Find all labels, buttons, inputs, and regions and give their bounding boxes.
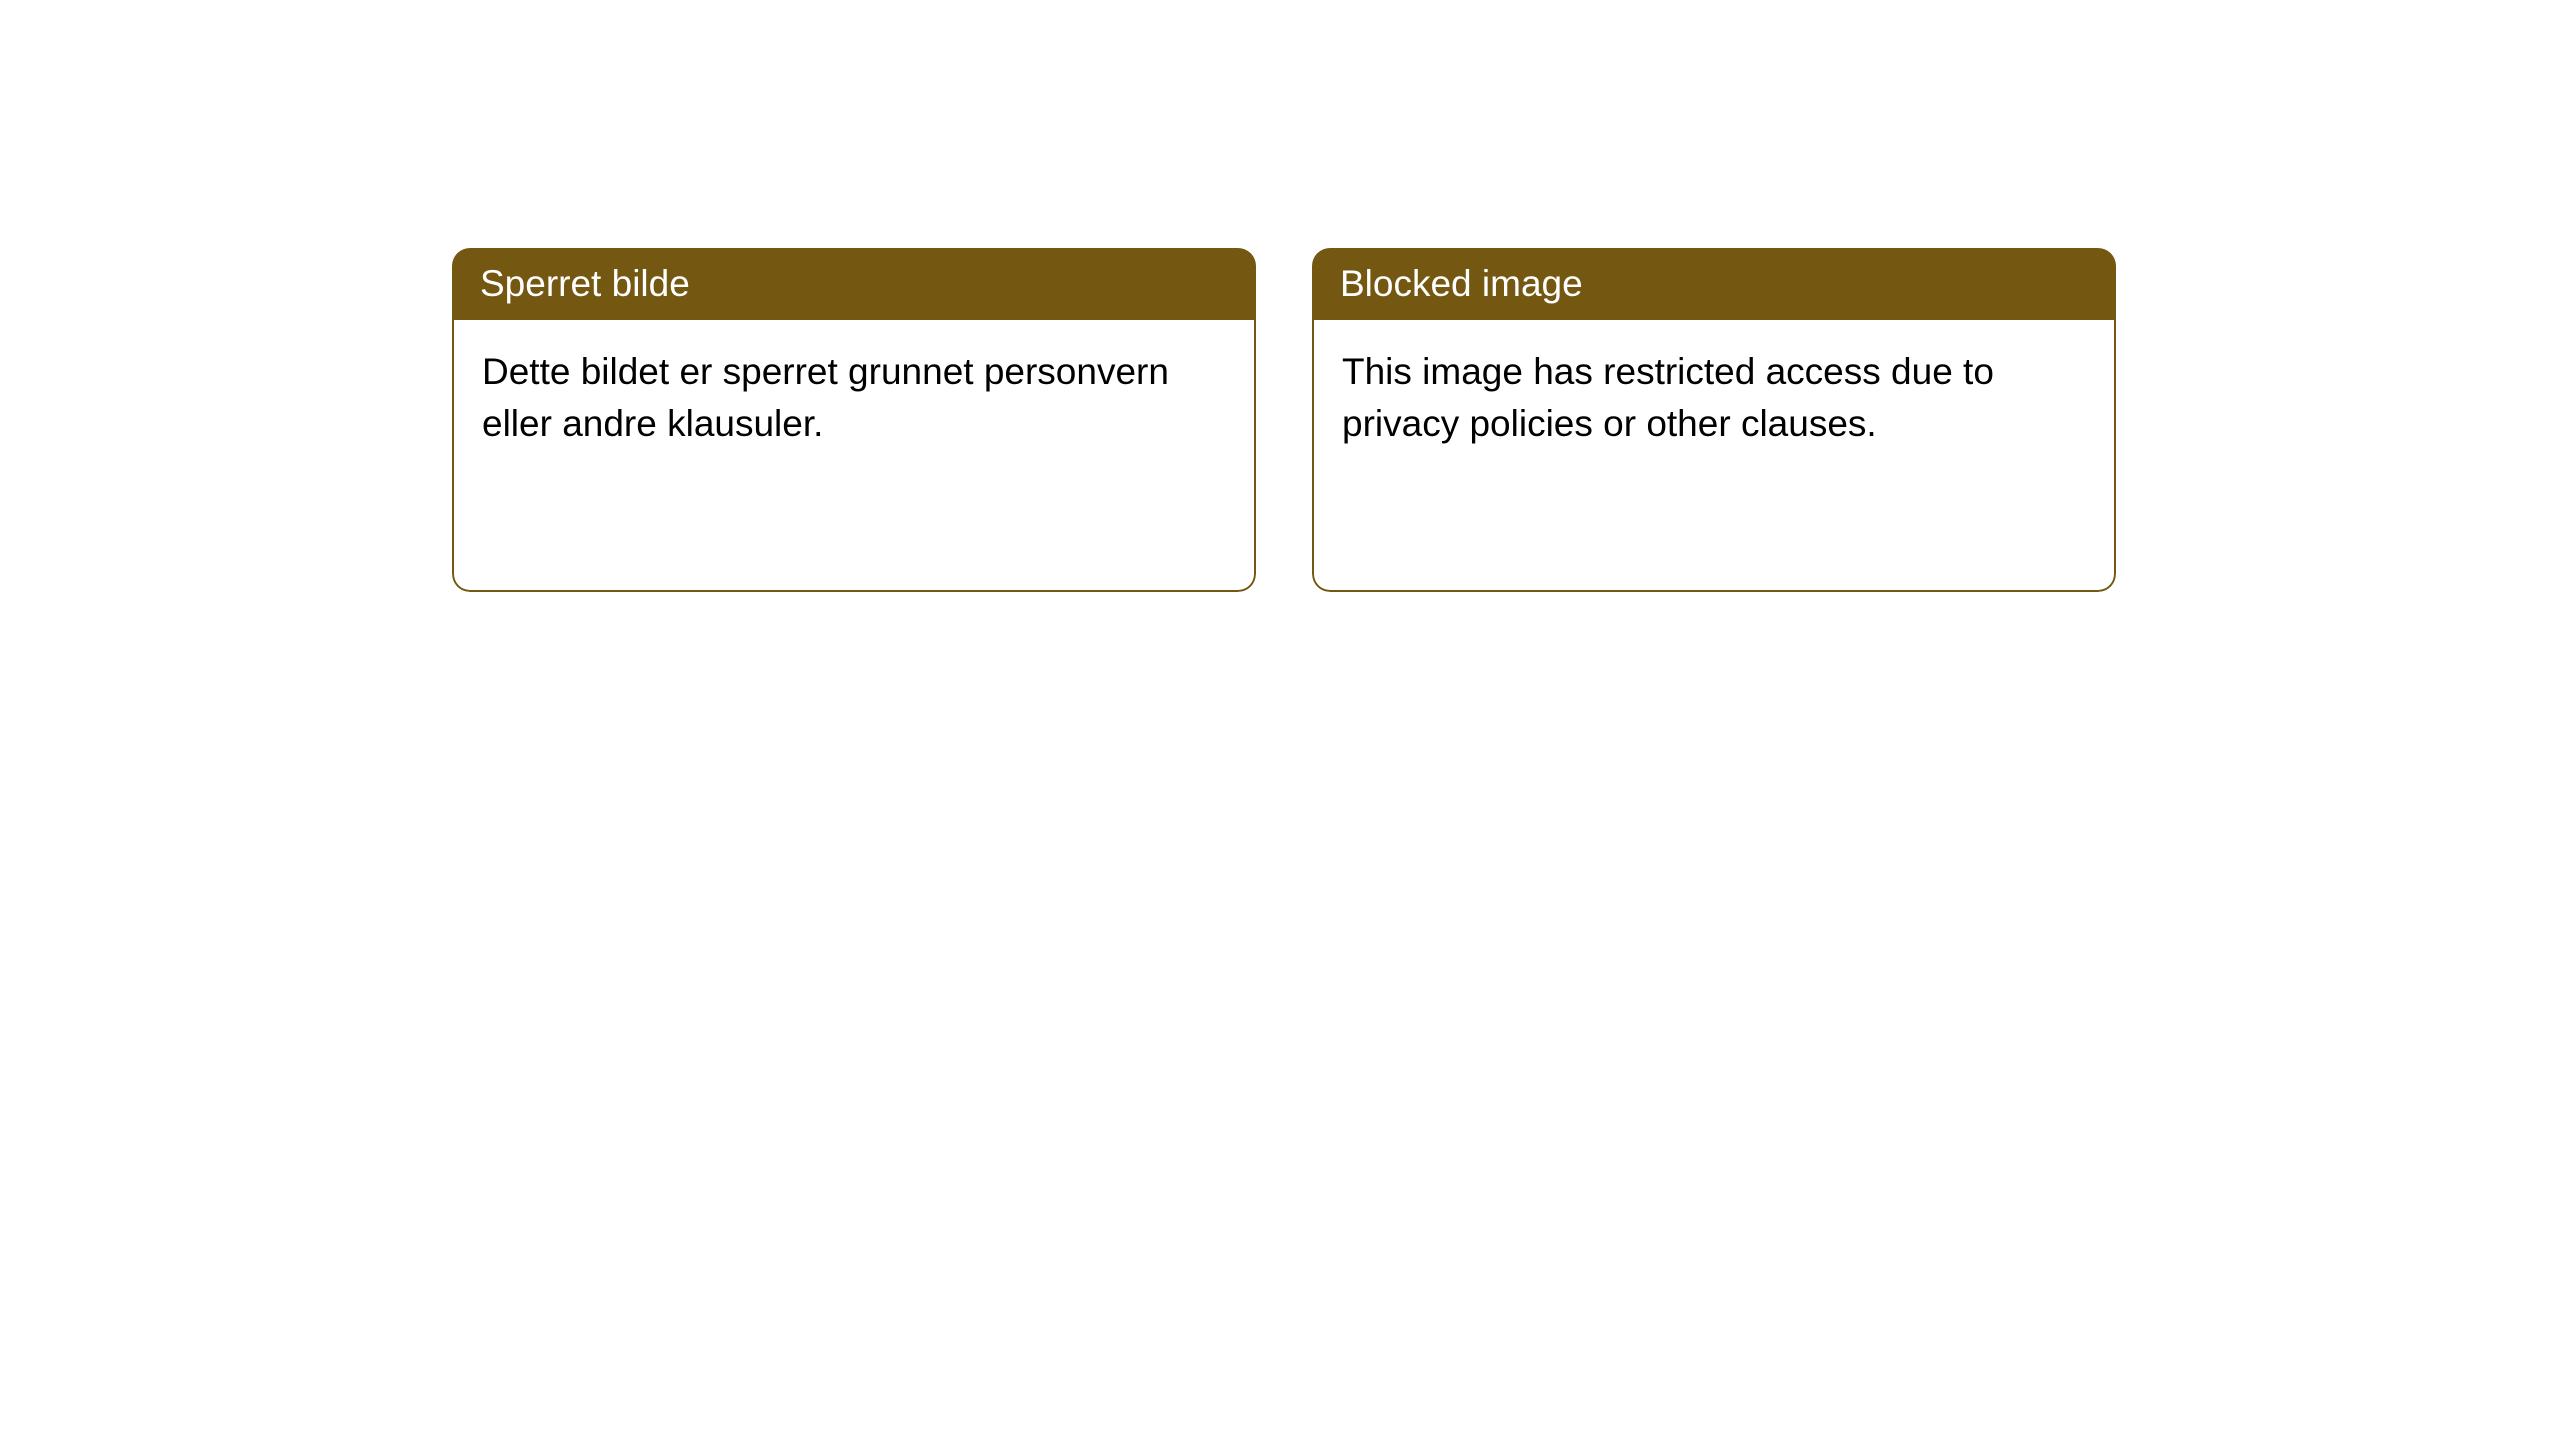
notice-card-header: Blocked image xyxy=(1312,248,2116,320)
notice-cards-container: Sperret bilde Dette bildet er sperret gr… xyxy=(0,0,2560,592)
notice-card-no: Sperret bilde Dette bildet er sperret gr… xyxy=(452,248,1256,592)
notice-card-body: This image has restricted access due to … xyxy=(1312,320,2116,592)
notice-card-en: Blocked image This image has restricted … xyxy=(1312,248,2116,592)
notice-card-body: Dette bildet er sperret grunnet personve… xyxy=(452,320,1256,592)
notice-card-header: Sperret bilde xyxy=(452,248,1256,320)
